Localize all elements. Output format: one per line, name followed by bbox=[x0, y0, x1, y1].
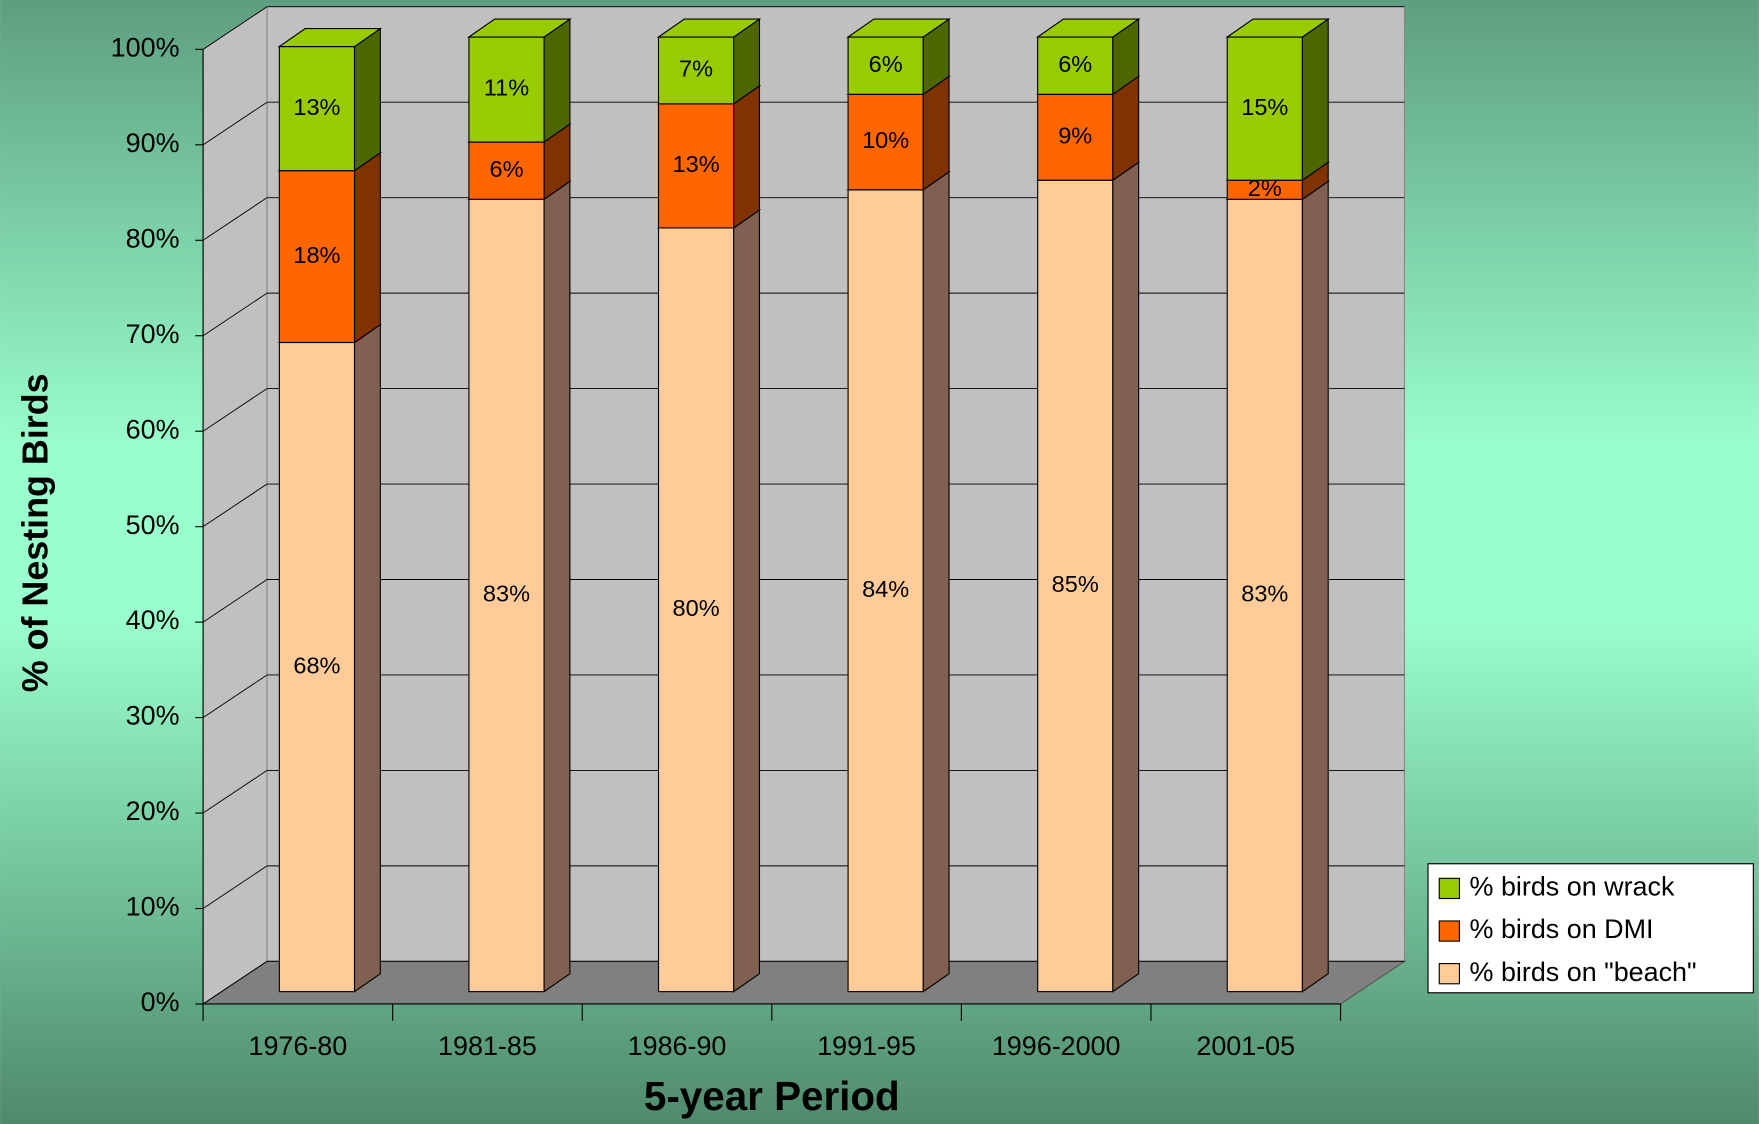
grid-line bbox=[202, 865, 268, 909]
bar-segment bbox=[1037, 179, 1114, 993]
x-tick-label: 1981-85 bbox=[438, 1031, 537, 1061]
data-label: 84% bbox=[862, 576, 909, 602]
legend-swatch bbox=[1438, 877, 1461, 900]
bar-segment bbox=[468, 36, 545, 143]
y-tick-label: 50% bbox=[126, 510, 180, 540]
bar-top bbox=[1035, 18, 1141, 38]
bar-segment bbox=[468, 141, 545, 200]
bar-segment bbox=[278, 46, 356, 172]
bar-segment bbox=[657, 36, 735, 105]
bar-side bbox=[1301, 180, 1329, 993]
bar-segment bbox=[1037, 93, 1114, 181]
x-tick-label: 1976-80 bbox=[248, 1031, 347, 1061]
bar-segment bbox=[847, 189, 924, 993]
bar-side bbox=[353, 323, 381, 993]
data-label: 10% bbox=[862, 127, 909, 153]
legend-label: % birds on DMI bbox=[1470, 914, 1654, 944]
bar-segment bbox=[1037, 36, 1114, 95]
bar-top bbox=[846, 18, 951, 38]
bar-side bbox=[353, 27, 381, 172]
data-label: 9% bbox=[1058, 122, 1092, 148]
bar-top bbox=[277, 28, 383, 48]
data-label: 80% bbox=[673, 595, 720, 621]
data-label: 85% bbox=[1052, 571, 1099, 597]
data-label: 6% bbox=[1058, 51, 1092, 77]
data-label: 83% bbox=[1241, 581, 1288, 607]
legend-label: % birds on wrack bbox=[1470, 872, 1675, 902]
bar-side bbox=[1301, 17, 1329, 182]
y-tick-label: 40% bbox=[126, 605, 180, 635]
data-label: 6% bbox=[869, 51, 903, 77]
y-tick-label: 0% bbox=[141, 987, 180, 1017]
data-label: 68% bbox=[293, 652, 340, 678]
x-tick-label: 2001-05 bbox=[1196, 1031, 1295, 1061]
bar-top bbox=[467, 18, 572, 38]
y-tick-label: 90% bbox=[126, 128, 180, 158]
x-axis-title: 5-year Period bbox=[644, 1073, 900, 1119]
data-label: 2% bbox=[1248, 175, 1282, 201]
y-tick-label: 30% bbox=[126, 701, 180, 731]
bar-side bbox=[922, 75, 950, 191]
bar-segment bbox=[847, 36, 924, 95]
grid-line bbox=[202, 101, 268, 146]
bar-segment bbox=[468, 198, 545, 993]
grid-line bbox=[202, 674, 268, 718]
data-label: 13% bbox=[673, 151, 720, 177]
y-tick-label: 100% bbox=[111, 32, 180, 62]
legend-swatch bbox=[1438, 920, 1461, 942]
bar-top bbox=[656, 18, 762, 38]
bar-segment bbox=[1226, 36, 1303, 181]
data-label: 13% bbox=[293, 94, 340, 120]
bar-segment bbox=[1226, 198, 1303, 993]
bar-side bbox=[922, 170, 950, 993]
grid-line bbox=[202, 770, 268, 814]
bar-side bbox=[733, 208, 761, 993]
y-tick-label: 20% bbox=[126, 796, 180, 826]
data-label: 7% bbox=[679, 56, 713, 82]
grid-line bbox=[202, 292, 268, 337]
bar-segment bbox=[278, 341, 356, 993]
legend-label: % birds on "beach" bbox=[1470, 957, 1697, 987]
grid-line bbox=[202, 6, 268, 50]
data-label: 15% bbox=[1241, 94, 1288, 120]
y-tick-label: 10% bbox=[126, 892, 180, 922]
y-tick-label: 70% bbox=[126, 319, 180, 349]
data-label: 83% bbox=[483, 581, 530, 607]
bar-top bbox=[1225, 18, 1330, 38]
bar-side bbox=[733, 84, 761, 230]
grid-line bbox=[202, 579, 268, 623]
legend-swatch bbox=[1438, 963, 1461, 985]
bar-side bbox=[353, 151, 381, 344]
bar-side bbox=[1112, 161, 1140, 993]
data-label: 18% bbox=[293, 242, 340, 268]
x-tick-label: 1986-90 bbox=[628, 1031, 727, 1061]
bar-side bbox=[543, 180, 571, 993]
y-axis-title: % of Nesting Birds bbox=[16, 373, 56, 692]
data-label: 6% bbox=[489, 156, 523, 182]
data-label: 11% bbox=[484, 75, 529, 101]
grid-line bbox=[202, 483, 268, 528]
grid-line bbox=[202, 960, 268, 1005]
x-tick-label: 1996-2000 bbox=[992, 1031, 1121, 1061]
floor bbox=[201, 960, 1407, 1005]
y-tick-label: 80% bbox=[126, 223, 180, 253]
grid-line bbox=[202, 388, 268, 432]
bar-segment bbox=[278, 170, 356, 344]
x-tick-label: 1991-95 bbox=[817, 1031, 916, 1061]
legend bbox=[1427, 863, 1754, 994]
grid-line bbox=[202, 197, 268, 241]
bar-side bbox=[543, 17, 571, 144]
bar-segment bbox=[657, 103, 735, 229]
bar-segment bbox=[657, 227, 735, 993]
y-tick-label: 60% bbox=[126, 414, 180, 444]
